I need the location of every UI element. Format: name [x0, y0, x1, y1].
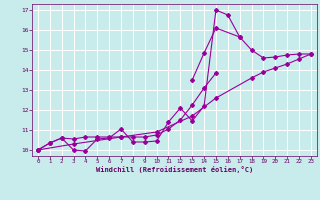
X-axis label: Windchill (Refroidissement éolien,°C): Windchill (Refroidissement éolien,°C)	[96, 166, 253, 173]
